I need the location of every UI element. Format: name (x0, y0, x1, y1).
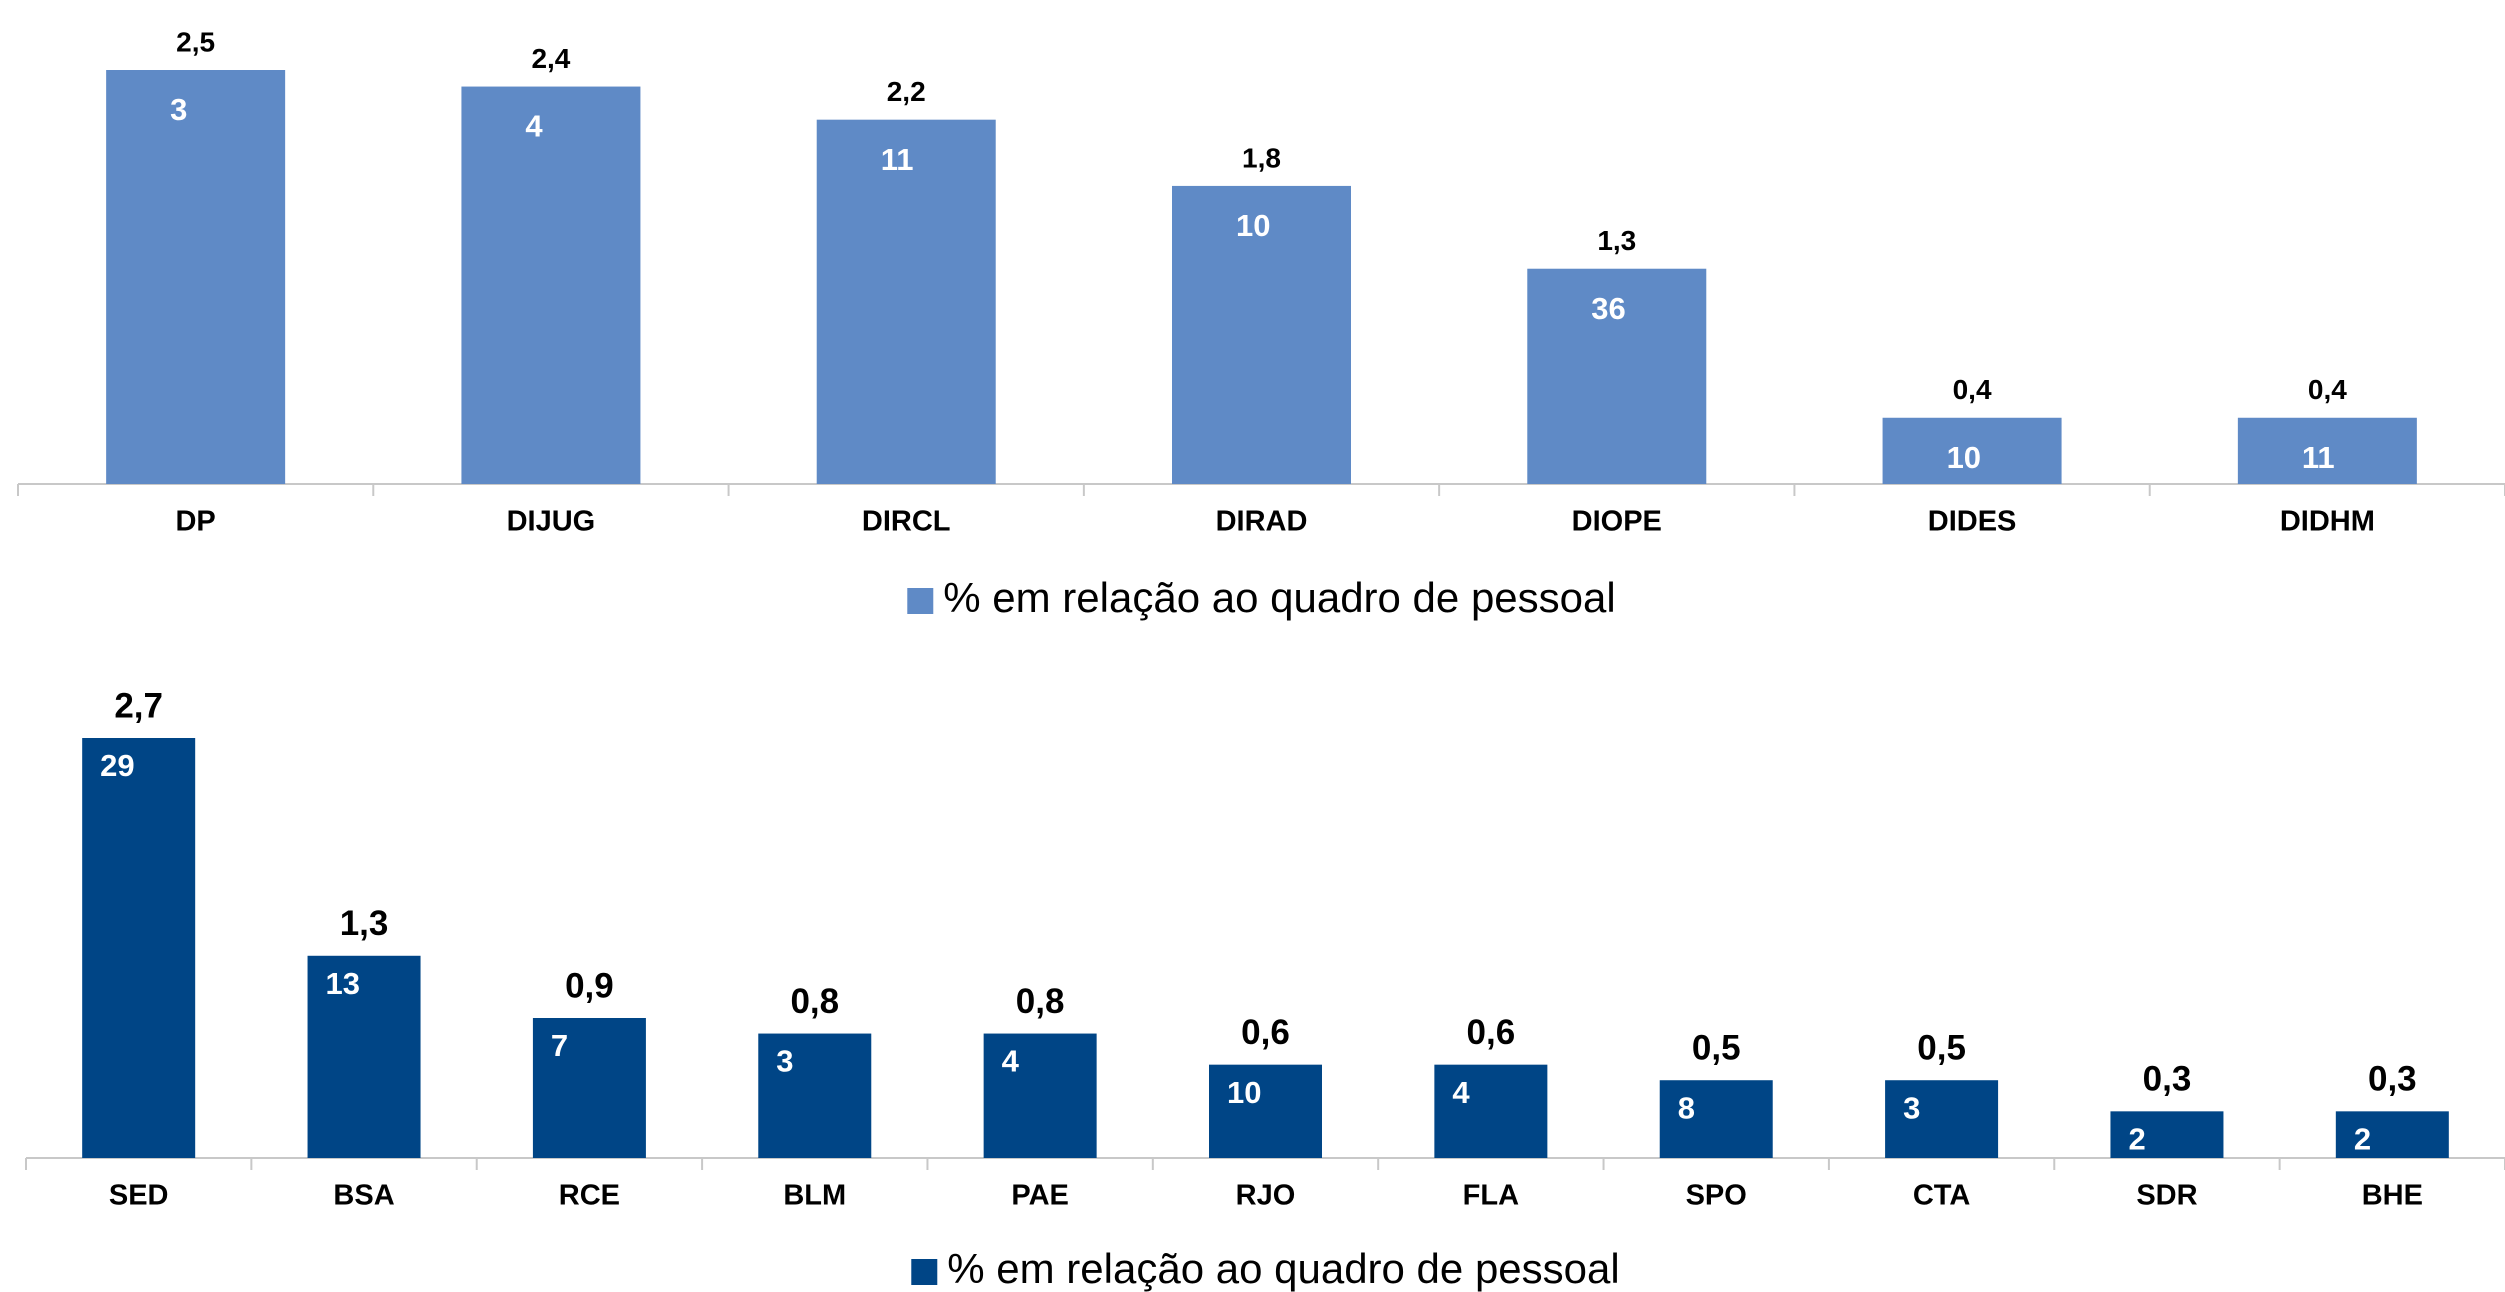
count-label: 29 (100, 748, 134, 783)
x-tick-label: BLM (783, 1180, 846, 1212)
value-label: 2,5 (176, 26, 215, 57)
value-label: 0,6 (1467, 1013, 1516, 1052)
bar (983, 1033, 1097, 1158)
count-label: 36 (1591, 291, 1625, 326)
count-label: 3 (776, 1044, 793, 1079)
bar (307, 955, 421, 1158)
count-label: 2 (2354, 1122, 2371, 1157)
count-label: 11 (881, 142, 914, 177)
x-tick-label: DIDES (1928, 506, 2017, 538)
count-label: 7 (551, 1028, 568, 1063)
count-label: 3 (1903, 1090, 1920, 1125)
value-label: 0,5 (1917, 1028, 1966, 1067)
bar (1434, 1064, 1548, 1158)
bar (1209, 1064, 1322, 1158)
legend-label: % em relação ao quadro de pessoal (943, 574, 1615, 621)
count-label: 4 (1002, 1044, 1020, 1079)
x-tick-label: DIOPE (1572, 506, 1662, 538)
count-label: 10 (1947, 440, 1981, 475)
legend-swatch (907, 588, 934, 614)
value-label: 1,3 (1597, 225, 1636, 256)
bar (82, 738, 196, 1158)
bar (816, 119, 996, 485)
value-label: 2,7 (114, 686, 163, 725)
value-label: 0,9 (565, 966, 614, 1005)
x-tick-label: DIJUG (507, 506, 596, 538)
value-label: 0,3 (2368, 1060, 2417, 1099)
bar (106, 70, 286, 484)
value-label: 0,8 (790, 982, 839, 1021)
value-label: 0,5 (1692, 1028, 1741, 1067)
x-tick-label: DIRAD (1216, 506, 1308, 538)
x-tick-label: CTA (1913, 1180, 1971, 1212)
value-label: 2,2 (887, 76, 926, 107)
x-tick-label: PAE (1011, 1180, 1068, 1212)
x-tick-label: BSA (333, 1180, 394, 1212)
bar (461, 86, 641, 484)
bar (1172, 185, 1351, 485)
x-tick-label: SED (109, 1180, 169, 1212)
count-label: 4 (1452, 1075, 1470, 1110)
count-label: 3 (170, 92, 187, 127)
bar (758, 1033, 872, 1158)
legend-label: % em relação ao quadro de pessoal (947, 1245, 1619, 1292)
count-label: 4 (525, 109, 543, 144)
count-label: 13 (326, 966, 360, 1001)
legend-swatch (911, 1259, 938, 1285)
value-label: 2,4 (531, 43, 570, 74)
value-label: 0,3 (2143, 1060, 2192, 1099)
x-tick-label: SDR (2136, 1180, 2197, 1212)
x-tick-label: RJO (1236, 1180, 1296, 1212)
x-tick-label: FLA (1463, 1180, 1519, 1212)
x-tick-label: DP (175, 506, 215, 538)
value-label: 0,8 (1016, 982, 1065, 1021)
value-label: 0,6 (1241, 1013, 1290, 1052)
count-label: 10 (1236, 208, 1270, 243)
bar (2335, 1111, 2449, 1158)
bar (2110, 1111, 2224, 1158)
bar (1659, 1080, 1773, 1158)
x-tick-label: DIDHM (2280, 506, 2375, 538)
value-label: 1,3 (340, 904, 389, 943)
count-label: 11 (2302, 440, 2335, 475)
bar (532, 1018, 646, 1158)
value-label: 0,4 (2308, 374, 2347, 405)
bar (2237, 417, 2417, 484)
value-label: 0,4 (1953, 374, 1992, 405)
x-tick-label: RCE (559, 1180, 620, 1212)
count-label: 2 (2128, 1122, 2145, 1157)
count-label: 8 (1678, 1090, 1695, 1125)
bar (1885, 1080, 1999, 1158)
bar (1882, 417, 2062, 484)
x-tick-label: SPO (1686, 1180, 1747, 1212)
bar (1527, 268, 1707, 484)
count-label: 10 (1227, 1075, 1261, 1110)
x-tick-label: DIRCL (862, 506, 951, 538)
value-label: 1,8 (1242, 142, 1281, 173)
x-tick-label: BHE (2362, 1180, 2423, 1212)
